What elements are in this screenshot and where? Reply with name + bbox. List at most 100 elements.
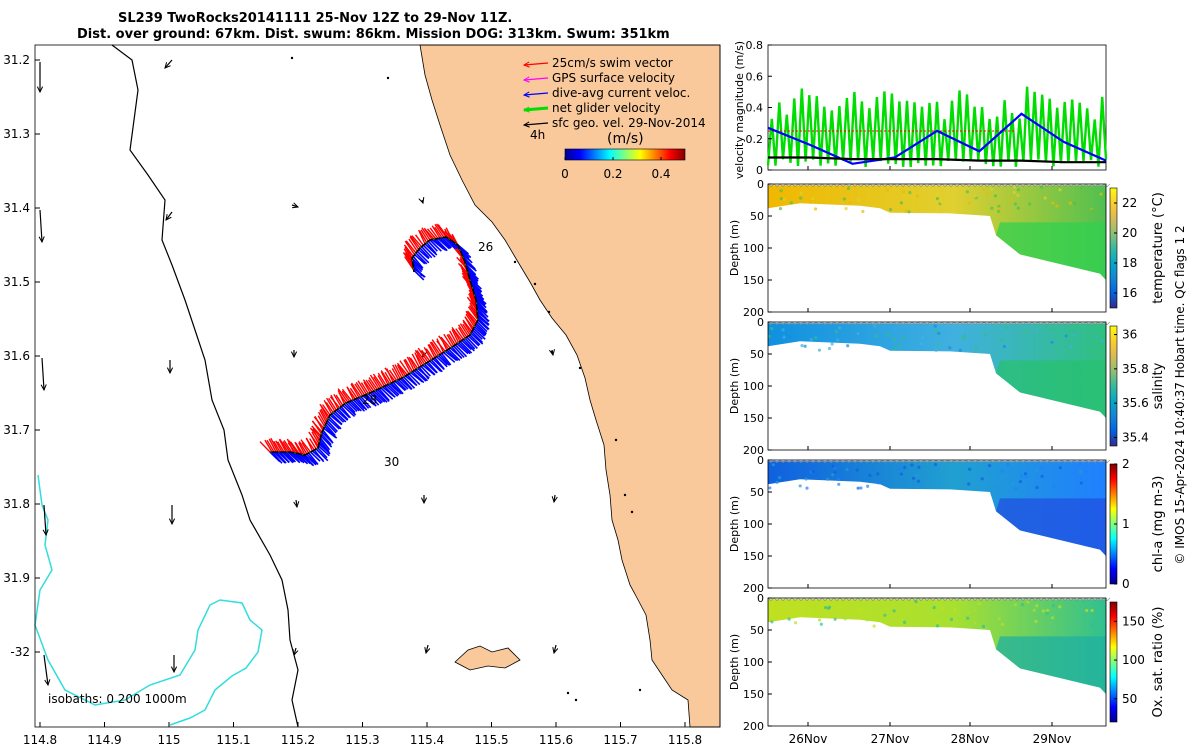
- current-vector: [371, 391, 384, 404]
- current-vector: [337, 408, 349, 421]
- swim-vector: [335, 394, 344, 406]
- oxygen-sample: [818, 607, 822, 611]
- current-vector: [473, 291, 485, 304]
- oxygen-sample: [865, 618, 869, 622]
- swim-vector: [404, 256, 415, 271]
- current-vector: [335, 409, 349, 421]
- temperature-sample: [902, 190, 906, 194]
- swim-vector: [329, 396, 341, 409]
- current-vector: [471, 331, 484, 344]
- salinity-sample: [893, 346, 897, 350]
- current-vector: [467, 335, 480, 347]
- geo-velocity-arrow-head: [293, 501, 300, 509]
- swim-vector: [317, 415, 326, 427]
- oxygen-sample: [883, 613, 887, 617]
- salinity-sample: [1002, 344, 1007, 349]
- temperature-colorbar-tick-label: 20: [1122, 226, 1137, 240]
- oxygen-sample: [1051, 604, 1056, 608]
- current-vector: [392, 381, 404, 395]
- velocity-y-tick-label: 0: [756, 164, 763, 177]
- current-vector: [474, 297, 487, 309]
- current-vector: [472, 329, 483, 340]
- current-vector: [302, 454, 315, 467]
- current-vector: [324, 425, 338, 439]
- swim-vector: [409, 235, 421, 249]
- map-panel: [34, 44, 721, 728]
- current-vector: [473, 326, 486, 337]
- swim-vector: [350, 383, 360, 398]
- map-x-tick-label: 115.8: [668, 733, 702, 747]
- map-x-tick-label: 115: [158, 733, 181, 747]
- salinity-deep-layer: [996, 360, 1106, 418]
- swim-vector: [434, 226, 443, 239]
- temperature-data-region: [768, 185, 1106, 280]
- map-x-tick-label: 114.9: [87, 733, 121, 747]
- swim-vector: [287, 442, 297, 454]
- velocity-y-tick-label: 0.4: [746, 102, 764, 115]
- temperature-sample: [1068, 201, 1072, 205]
- temperature-sample: [1009, 198, 1014, 202]
- current-vector: [431, 239, 445, 250]
- oxygen-sample: [837, 604, 841, 609]
- chlorophyll-sample: [1023, 472, 1028, 476]
- annotation-day-28: 28: [362, 393, 377, 407]
- isobath-200m: [111, 44, 299, 728]
- chlorophyll-sample: [805, 486, 809, 490]
- salinity-sample: [958, 348, 963, 352]
- geo-velocity-arrow-head: [166, 367, 174, 375]
- swim-vector: [466, 310, 478, 323]
- current-vector: [427, 240, 438, 252]
- temperature-sample: [1090, 208, 1094, 212]
- swim-vector: [357, 380, 368, 395]
- salinity-sample: [827, 346, 832, 351]
- oxygen-sample: [1085, 608, 1089, 613]
- oxygen-y-tick-label: 200: [743, 720, 764, 733]
- salinity-colorbar-tick-label: 36: [1122, 328, 1137, 342]
- oxygen-sample: [770, 620, 774, 624]
- swim-vector: [380, 371, 389, 385]
- current-vector: [283, 451, 295, 463]
- current-vector: [411, 371, 425, 384]
- current-vector: [296, 452, 309, 465]
- oxygen-sample: [932, 605, 936, 610]
- reef-dot: [614, 438, 618, 442]
- current-vector: [334, 410, 347, 423]
- chlorophyll-sample: [778, 476, 782, 480]
- title-line-2: Dist. over ground: 67km. Dist. swum: 86k…: [77, 27, 670, 42]
- chlorophyll-sample: [775, 480, 779, 484]
- geo-velocity-arrow-head: [168, 518, 176, 526]
- swim-vector: [319, 409, 328, 423]
- swim-vector: [313, 416, 325, 429]
- swim-vector: [427, 344, 436, 359]
- map-x-tick-label: 115.4: [410, 733, 444, 747]
- chlorophyll-sample: [1010, 482, 1014, 486]
- swim-vector: [405, 240, 417, 254]
- swim-vector: [446, 334, 455, 347]
- current-vector: [318, 441, 331, 455]
- current-vector: [423, 363, 436, 376]
- temperature-y-tick-label: 50: [750, 210, 764, 223]
- salinity-sample: [817, 348, 822, 352]
- salinity-sample: [1068, 329, 1073, 333]
- chlorophyll-sample: [856, 486, 860, 490]
- velocity-y-tick-label: 0.2: [746, 133, 764, 146]
- swim-vector: [417, 347, 429, 363]
- map-x-tick-label: 115.1: [216, 733, 250, 747]
- chlorophyll-sample: [837, 482, 841, 486]
- temperature-sample: [907, 210, 911, 214]
- chlorophyll-sample: [771, 463, 775, 467]
- swim-vector: [436, 340, 446, 352]
- geo-velocity-arrow: [425, 644, 429, 654]
- temperature-sample: [904, 209, 908, 213]
- current-vector: [345, 402, 356, 413]
- swim-vector: [462, 321, 472, 334]
- temperature-colorbar-tick-label: 16: [1122, 286, 1137, 300]
- oxygen-sample: [1051, 616, 1055, 620]
- swim-vector: [323, 400, 333, 415]
- salinity-sample: [1094, 334, 1098, 338]
- oxygen-sample: [949, 617, 954, 621]
- oxygen-sample: [1020, 603, 1024, 607]
- swim-vector: [372, 373, 384, 388]
- credit-text: © IMOS 15-Apr-2024 10:40:37 Hobart time.…: [1173, 225, 1187, 564]
- geo-velocity-arrow-head: [36, 86, 44, 94]
